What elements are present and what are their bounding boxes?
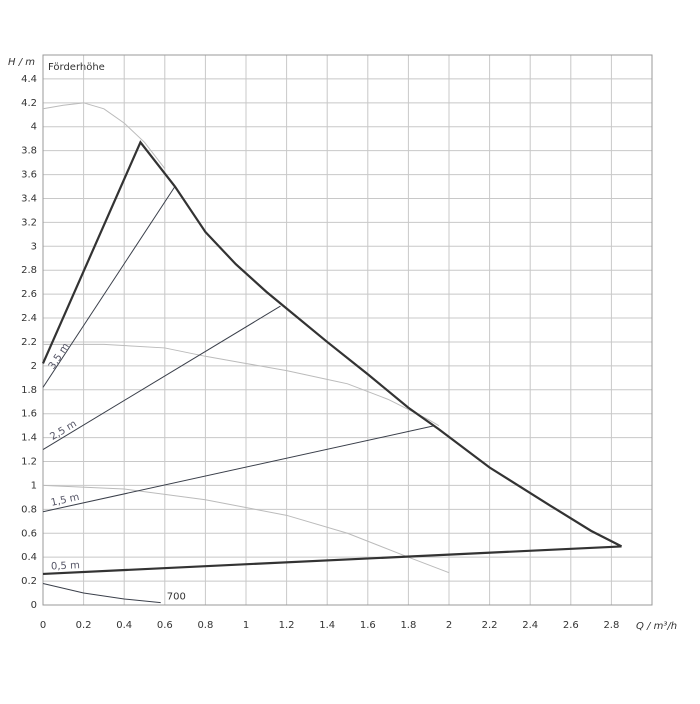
y-tick-label: 3.8 <box>21 146 37 157</box>
curve <box>42 545 622 576</box>
y-tick-label: 0.4 <box>21 552 37 563</box>
y-tick-label: 1.6 <box>21 409 37 420</box>
x-axis-label: Q / m³/h <box>636 621 677 632</box>
x-tick-label: 1.2 <box>279 620 295 631</box>
y-tick-label: 2 <box>31 361 37 372</box>
y-tick-label: 1.4 <box>21 433 37 444</box>
x-tick-label: 2 <box>446 620 452 631</box>
y-tick-label: 0 <box>31 600 37 611</box>
y-tick-label: 3.4 <box>21 193 37 204</box>
curve <box>41 140 623 548</box>
y-tick-label: 2.8 <box>21 265 37 276</box>
x-tick-label: 0.4 <box>116 620 132 631</box>
x-tick-label: 0.6 <box>157 620 173 631</box>
y-tick-label: 2.4 <box>21 313 37 324</box>
y-tick-label: 0.2 <box>21 576 37 587</box>
y-tick-label: 4 <box>31 122 37 133</box>
curve-label: 0,5 m <box>51 560 80 572</box>
y-tick-label: 1.8 <box>21 385 37 396</box>
curve-label: 1,5 m <box>50 492 81 509</box>
subtitle: Förderhöhe <box>48 62 105 73</box>
x-tick-label: 0.8 <box>197 620 213 631</box>
curve <box>42 305 281 450</box>
x-tick-label: 2.6 <box>563 620 579 631</box>
x-tick-label: 2.2 <box>482 620 498 631</box>
y-tick-label: 0.6 <box>21 528 37 539</box>
y-tick-label: 0.8 <box>21 504 37 515</box>
y-tick-label: 2.6 <box>21 289 37 300</box>
plot-frame <box>42 54 653 606</box>
curve-label: 700 <box>167 592 186 603</box>
y-axis-label: H / m <box>8 57 35 68</box>
x-tick-label: 1 <box>243 620 249 631</box>
curve <box>42 582 161 604</box>
y-tick-label: 3.6 <box>21 170 37 181</box>
x-tick-label: 1.4 <box>319 620 335 631</box>
x-tick-label: 0.2 <box>76 620 92 631</box>
x-tick-label: 1.6 <box>360 620 376 631</box>
curve-label: 2,5 m <box>48 419 78 443</box>
x-tick-label: 2.8 <box>603 620 619 631</box>
y-tick-label: 4.2 <box>21 98 37 109</box>
x-tick-label: 1.8 <box>400 620 416 631</box>
curve <box>43 343 440 427</box>
x-tick-label: 0 <box>40 620 46 631</box>
y-tick-label: 3.2 <box>21 217 37 228</box>
y-tick-label: 4.4 <box>21 74 37 85</box>
curve <box>42 425 435 513</box>
y-tick-label: 3 <box>31 241 37 252</box>
y-tick-label: 2.2 <box>21 337 37 348</box>
y-tick-label: 1 <box>31 480 37 491</box>
curve <box>42 186 176 388</box>
x-tick-label: 2.4 <box>522 620 538 631</box>
y-tick-label: 1.2 <box>21 457 37 468</box>
curve <box>42 102 166 169</box>
